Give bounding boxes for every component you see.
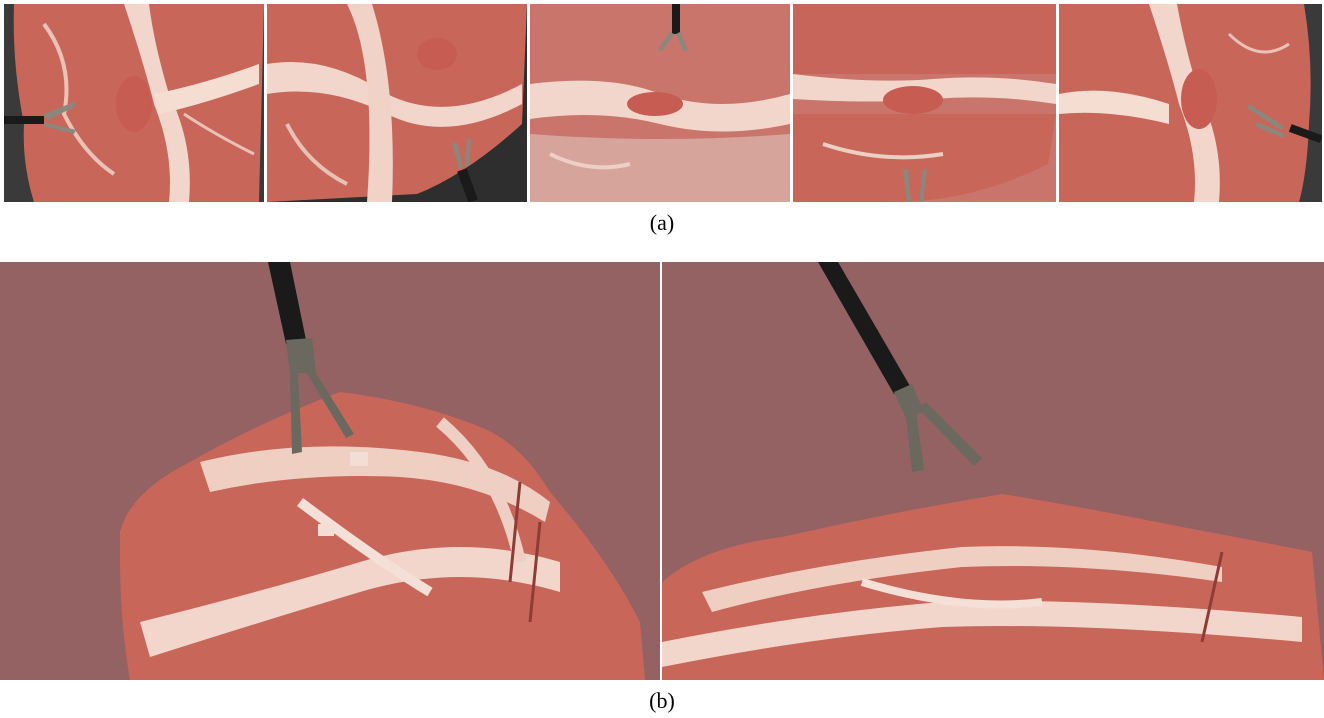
render-view-right [662,262,1324,680]
panel-a-photo-strip [4,4,1322,202]
photo-2 [267,4,527,202]
photo-1 [4,4,264,202]
caption-b: (b) [649,688,675,713]
view-divider [660,262,662,680]
render-view-left [0,262,660,680]
photo-5 [1059,4,1322,202]
caption-a: (a) [649,210,675,235]
photo-4 [793,4,1056,202]
panel-b-render-views [0,262,1324,680]
photo-3 [530,4,790,202]
